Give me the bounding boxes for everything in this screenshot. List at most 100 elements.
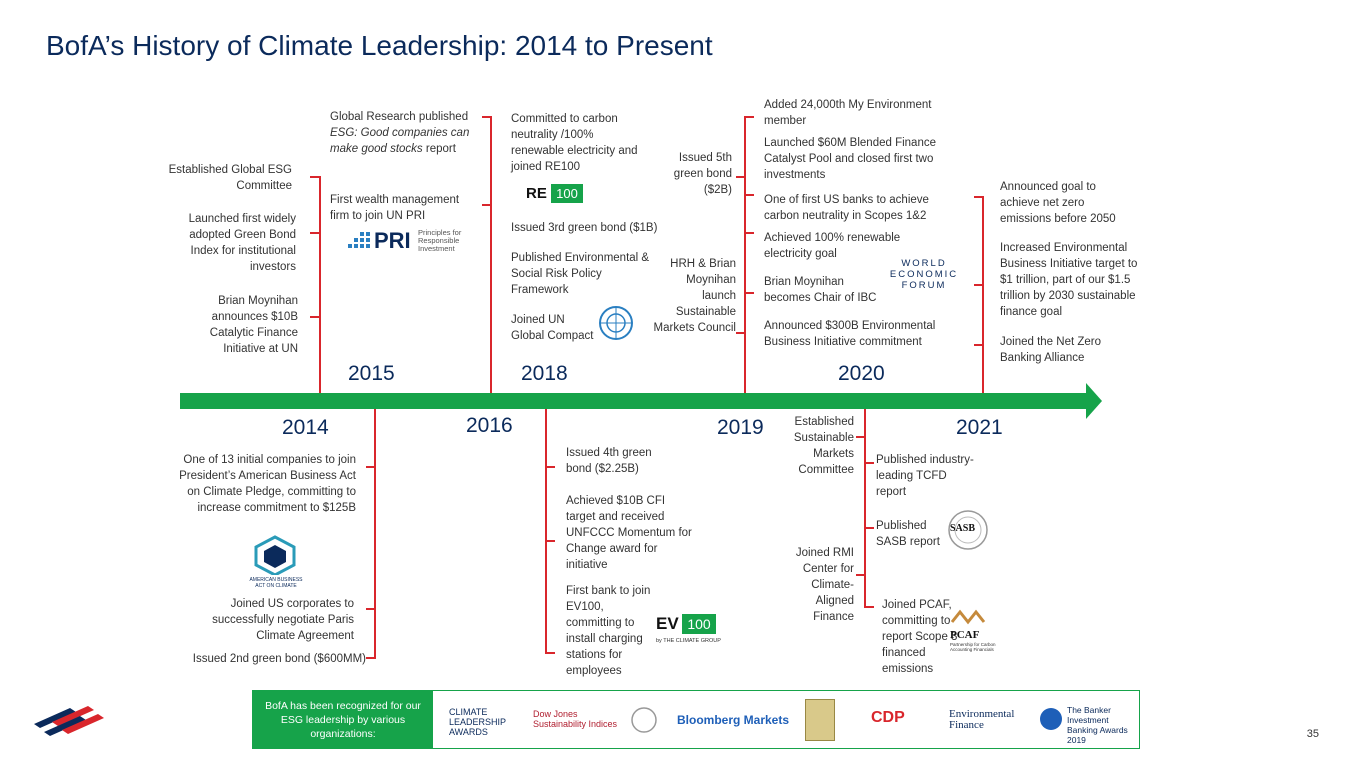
pcaf-logo: PCAF Partnership for Carbon Accounting F… bbox=[950, 608, 1000, 654]
bracket-2015-right bbox=[490, 116, 492, 393]
tick bbox=[366, 657, 376, 659]
event-2nd-green-bond: Issued 2nd green bond ($600MM) bbox=[192, 653, 366, 665]
bracket-2015-left bbox=[319, 176, 321, 393]
tick bbox=[482, 116, 492, 118]
pcaf-subtext: Partnership for Carbon Accounting Financ… bbox=[950, 642, 996, 652]
event-300b-commitment: Announced $300B Environmental Business I… bbox=[764, 320, 936, 348]
recognition-box: BofA has been recognized for our ESG lea… bbox=[252, 690, 1140, 749]
pri-subtext: Principles for Responsible Investment bbox=[418, 228, 462, 253]
tick bbox=[856, 574, 866, 576]
tick bbox=[864, 462, 874, 464]
tick bbox=[482, 204, 492, 206]
wef-logo: WORLD ECONOMIC FORUM bbox=[884, 258, 964, 294]
org-climate-leadership: CLIMATE LEADERSHIP AWARDS bbox=[449, 707, 506, 737]
ev100-ev: EV bbox=[656, 614, 679, 633]
tick bbox=[545, 540, 555, 542]
event-catalytic-finance: Brian Moynihan announces $10B Catalytic … bbox=[209, 295, 298, 355]
year-2016: 2016 bbox=[466, 414, 513, 437]
bracket-2014 bbox=[374, 409, 376, 659]
wef-text: WORLD ECONOMIC FORUM bbox=[889, 258, 959, 291]
tick bbox=[310, 176, 320, 178]
event-ebi-target: Increased Environmental Business Initiat… bbox=[1000, 242, 1138, 318]
sasb-logo: SASB bbox=[944, 510, 992, 555]
org-the-banker: The Banker Investment Banking Awards 201… bbox=[1067, 705, 1128, 745]
event-sustainable-markets-council: HRH & Brian Moynihan launch Sustainable … bbox=[653, 258, 736, 334]
tick bbox=[545, 652, 555, 654]
tick bbox=[366, 608, 376, 610]
year-2019: 2019 bbox=[717, 416, 764, 439]
page-number: 35 bbox=[1306, 728, 1319, 740]
event-nzba: Joined the Net Zero Banking Alliance bbox=[1000, 336, 1102, 364]
act-on-climate-logo: AMERICAN BUSINESS ACT ON CLIMATE bbox=[249, 535, 303, 591]
event-5th-green-bond: Issued 5th green bond ($2B) bbox=[673, 152, 732, 196]
tick bbox=[736, 332, 746, 334]
event-net-zero-goal: Announced goal to achieve net zero emiss… bbox=[1000, 181, 1116, 225]
event-4th-green-bond: Issued 4th green bond ($2.25B) bbox=[566, 447, 652, 475]
event-green-bond-index: Launched first widely adopted Green Bond… bbox=[188, 213, 296, 273]
year-2014: 2014 bbox=[282, 416, 329, 439]
event-ev100: First bank to join EV100, committing to … bbox=[566, 585, 651, 677]
org-bloomberg: Bloomberg Markets bbox=[677, 713, 790, 727]
event-sasb-report: Published SASB report bbox=[876, 520, 940, 548]
year-2021: 2021 bbox=[956, 416, 1003, 439]
event-pcaf: Joined PCAF, committing to report Scope … bbox=[882, 599, 958, 675]
year-2015: 2015 bbox=[348, 362, 395, 385]
tick bbox=[974, 196, 984, 198]
bracket-2019-top bbox=[744, 116, 746, 393]
research-text: Global Research published bbox=[330, 111, 469, 123]
re100-logo: RE 100 bbox=[526, 184, 586, 204]
event-my-environment: Added 24,000th My Environment member bbox=[764, 99, 932, 127]
event-un-pri: First wealth management firm to join UN … bbox=[330, 194, 460, 222]
event-100-renewable: Achieved 100% renewable electricity goal bbox=[764, 232, 901, 260]
un-global-compact-logo bbox=[598, 305, 634, 346]
pri-text: PRI bbox=[374, 228, 411, 253]
event-global-esg-committee: Established Global ESG Committee bbox=[168, 164, 292, 192]
tick bbox=[310, 316, 320, 318]
bracket-2021-top bbox=[982, 196, 984, 393]
tick bbox=[856, 436, 866, 438]
tick bbox=[974, 284, 984, 286]
tick bbox=[744, 232, 754, 234]
timeline-bar bbox=[180, 393, 1088, 409]
sasb-seal-icon bbox=[948, 510, 988, 550]
bracket-2016 bbox=[545, 409, 547, 654]
tick bbox=[974, 344, 984, 346]
banker-globe-icon bbox=[1039, 707, 1063, 736]
event-rmi-center: Joined RMI Center for Climate-Aligned Fi… bbox=[795, 547, 854, 623]
pri-logo: PRI Principles for Responsible Investmen… bbox=[346, 228, 466, 254]
pri-dots-icon bbox=[348, 232, 370, 248]
ev100-logo: EV 100 by THE CLIMATE GROUP bbox=[656, 614, 721, 650]
event-business-act-climate: One of 13 initial companies to join Pres… bbox=[179, 454, 356, 514]
tick bbox=[310, 232, 320, 234]
event-tcfd-report: Published industry-leading TCFD report bbox=[876, 454, 974, 498]
act-on-climate-text: AMERICAN BUSINESS ACT ON CLIMATE bbox=[249, 577, 303, 589]
org-djsi: Dow Jones Sustainability Indices bbox=[533, 709, 618, 729]
event-cfi-target: Achieved $10B CFI target and received UN… bbox=[566, 495, 692, 571]
event-3rd-green-bond: Issued 3rd green bond ($1B) bbox=[511, 222, 658, 234]
event-blended-finance: Launched $60M Blended Finance Catalyst P… bbox=[764, 137, 936, 181]
event-un-global-compact: Joined UN Global Compact bbox=[511, 314, 594, 342]
tick bbox=[864, 527, 874, 529]
pcaf-text: PCAF bbox=[950, 629, 980, 641]
sasb-text: SASB bbox=[950, 523, 976, 534]
research-title: ESG: Good companies can make good stocks bbox=[330, 127, 470, 155]
tick bbox=[366, 466, 376, 468]
research-suffix: report bbox=[422, 143, 456, 155]
timeline-arrow bbox=[1086, 383, 1102, 419]
award-seal-icon bbox=[631, 707, 657, 738]
tick bbox=[864, 606, 874, 608]
re100-100: 100 bbox=[551, 184, 583, 203]
event-re100: Committed to carbon neutrality /100% ren… bbox=[511, 113, 638, 173]
bracket-2019-bottom bbox=[864, 409, 866, 607]
tick bbox=[744, 116, 754, 118]
tick bbox=[545, 466, 555, 468]
event-chair-ibc: Brian Moynihan becomes Chair of IBC bbox=[764, 276, 877, 304]
year-2018: 2018 bbox=[521, 362, 568, 385]
bofa-logo-icon bbox=[30, 702, 106, 741]
org-cdp: CDP bbox=[871, 709, 905, 726]
ev100-subtext: by THE CLIMATE GROUP bbox=[656, 638, 721, 644]
page-title: BofA’s History of Climate Leadership: 20… bbox=[46, 30, 713, 61]
event-carbon-neutrality: One of first US banks to achieve carbon … bbox=[764, 194, 929, 222]
re100-re: RE bbox=[526, 185, 547, 202]
ev100-100: 100 bbox=[682, 614, 716, 634]
